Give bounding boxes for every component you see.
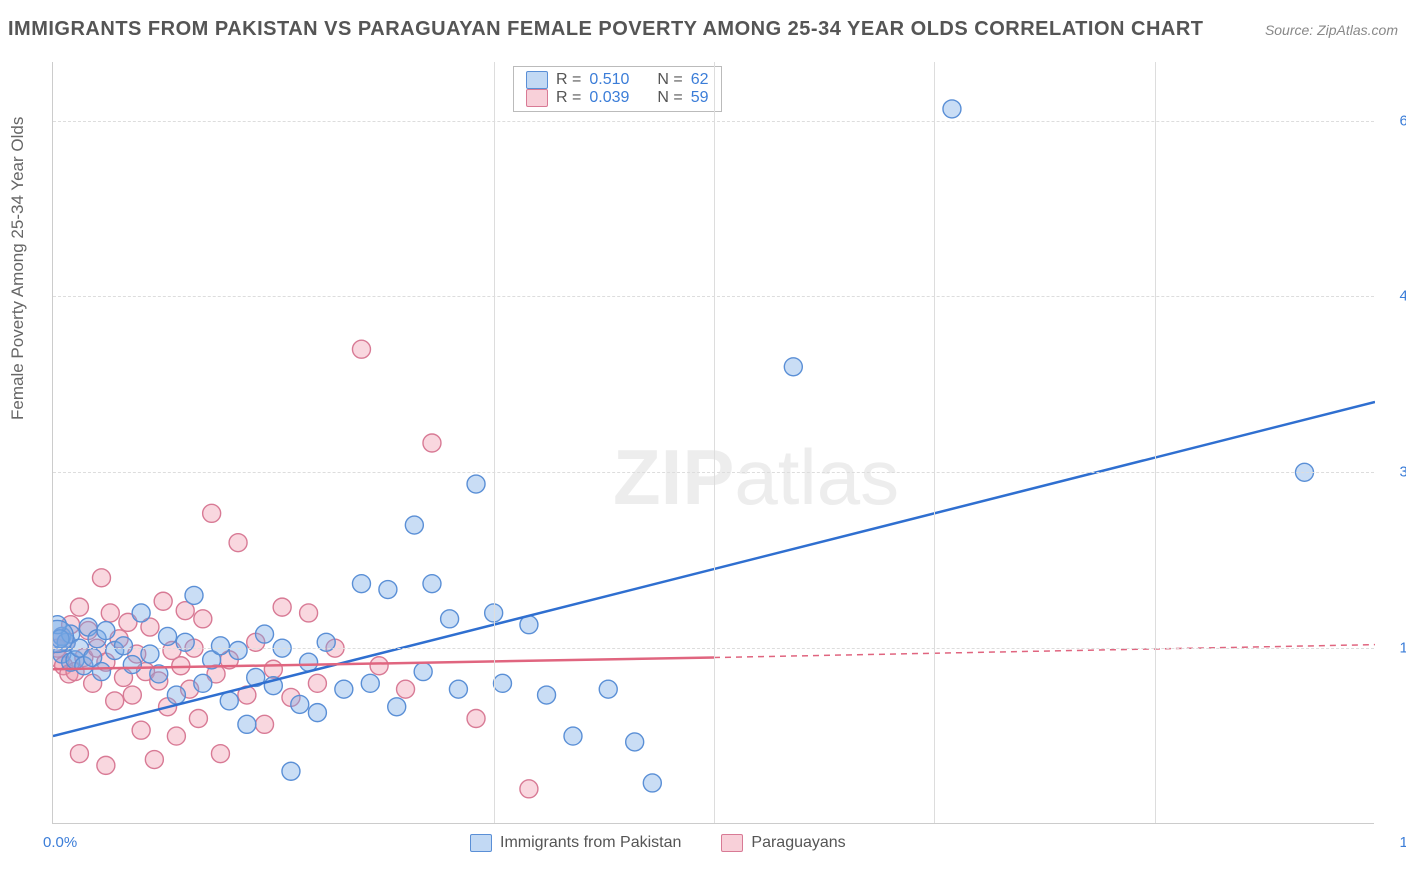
data-point: [388, 698, 406, 716]
data-point: [643, 774, 661, 792]
data-point: [308, 704, 326, 722]
data-point: [273, 598, 291, 616]
legend-n-value: 59: [691, 89, 709, 107]
data-point: [211, 745, 229, 763]
data-point: [308, 674, 326, 692]
data-point: [123, 686, 141, 704]
data-point: [145, 751, 163, 769]
data-point: [123, 656, 141, 674]
data-point: [414, 663, 432, 681]
data-point: [361, 674, 379, 692]
data-point: [220, 692, 238, 710]
data-point: [229, 534, 247, 552]
y-axis-label: Female Poverty Among 25-34 Year Olds: [8, 117, 28, 420]
legend-r-value: 0.039: [589, 89, 629, 107]
legend-n-value: 62: [691, 71, 709, 89]
data-point: [132, 604, 150, 622]
data-point: [101, 604, 119, 622]
data-point: [599, 680, 617, 698]
legend-r-value: 0.510: [589, 71, 629, 89]
data-point: [520, 780, 538, 798]
data-point: [189, 709, 207, 727]
legend-item: Immigrants from Pakistan: [470, 834, 681, 852]
data-point: [194, 610, 212, 628]
legend-label: Immigrants from Pakistan: [500, 834, 681, 851]
y-tick-label: 45.0%: [1399, 288, 1406, 305]
data-point: [264, 660, 282, 678]
legend-n-label: N =: [657, 89, 682, 107]
data-point: [282, 762, 300, 780]
data-point: [335, 680, 353, 698]
data-point: [132, 721, 150, 739]
chart-title: IMMIGRANTS FROM PAKISTAN VS PARAGUAYAN F…: [8, 18, 1203, 41]
data-point: [92, 569, 110, 587]
data-point: [300, 653, 318, 671]
data-point: [167, 727, 185, 745]
data-point: [256, 715, 274, 733]
data-point: [423, 434, 441, 452]
data-point: [238, 715, 256, 733]
legend-row: R = 0.039 N = 59: [526, 89, 709, 107]
legend-swatch: [526, 71, 548, 89]
data-point: [97, 622, 115, 640]
data-point: [352, 575, 370, 593]
data-point: [538, 686, 556, 704]
data-point: [784, 358, 802, 376]
x-tick-min: 0.0%: [43, 834, 77, 851]
data-point: [379, 581, 397, 599]
data-point: [300, 604, 318, 622]
legend-n-label: N =: [657, 71, 682, 89]
data-point: [291, 695, 309, 713]
data-point: [256, 625, 274, 643]
data-point: [467, 709, 485, 727]
legend-label: Paraguayans: [751, 834, 845, 851]
data-point: [106, 692, 124, 710]
data-point: [167, 686, 185, 704]
data-point: [194, 674, 212, 692]
data-point: [70, 598, 88, 616]
data-point: [626, 733, 644, 751]
data-point: [97, 756, 115, 774]
data-point: [352, 340, 370, 358]
data-point: [397, 680, 415, 698]
y-tick-label: 30.0%: [1399, 464, 1406, 481]
source-label: Source: ZipAtlas.com: [1265, 22, 1398, 38]
legend-item: Paraguayans: [721, 834, 845, 852]
legend-bottom: Immigrants from Pakistan Paraguayans: [470, 834, 846, 852]
data-point: [441, 610, 459, 628]
data-point: [493, 674, 511, 692]
data-point: [211, 637, 229, 655]
legend-swatch: [470, 834, 492, 852]
data-point: [467, 475, 485, 493]
legend-row: R = 0.510 N = 62: [526, 71, 709, 89]
trend-line-pink-dashed: [714, 645, 1375, 658]
legend-r-label: R =: [556, 89, 581, 107]
data-point: [70, 745, 88, 763]
data-point: [405, 516, 423, 534]
data-point: [370, 657, 388, 675]
data-point: [92, 663, 110, 681]
data-point: [203, 504, 221, 522]
data-point: [229, 641, 247, 659]
data-point: [115, 637, 133, 655]
legend-top: R = 0.510 N = 62 R = 0.039 N = 59: [513, 66, 722, 112]
data-point: [423, 575, 441, 593]
plot-area: ZIPatlas R = 0.510 N = 62 R = 0.039 N = …: [52, 62, 1374, 824]
y-tick-label: 60.0%: [1399, 112, 1406, 129]
data-point: [159, 627, 177, 645]
data-point: [943, 100, 961, 118]
data-point: [449, 680, 467, 698]
data-point: [564, 727, 582, 745]
x-tick-max: 15.0%: [1399, 834, 1406, 851]
legend-swatch: [721, 834, 743, 852]
data-point: [154, 592, 172, 610]
data-point: [185, 586, 203, 604]
legend-swatch: [526, 89, 548, 107]
y-tick-label: 15.0%: [1399, 640, 1406, 657]
legend-r-label: R =: [556, 71, 581, 89]
